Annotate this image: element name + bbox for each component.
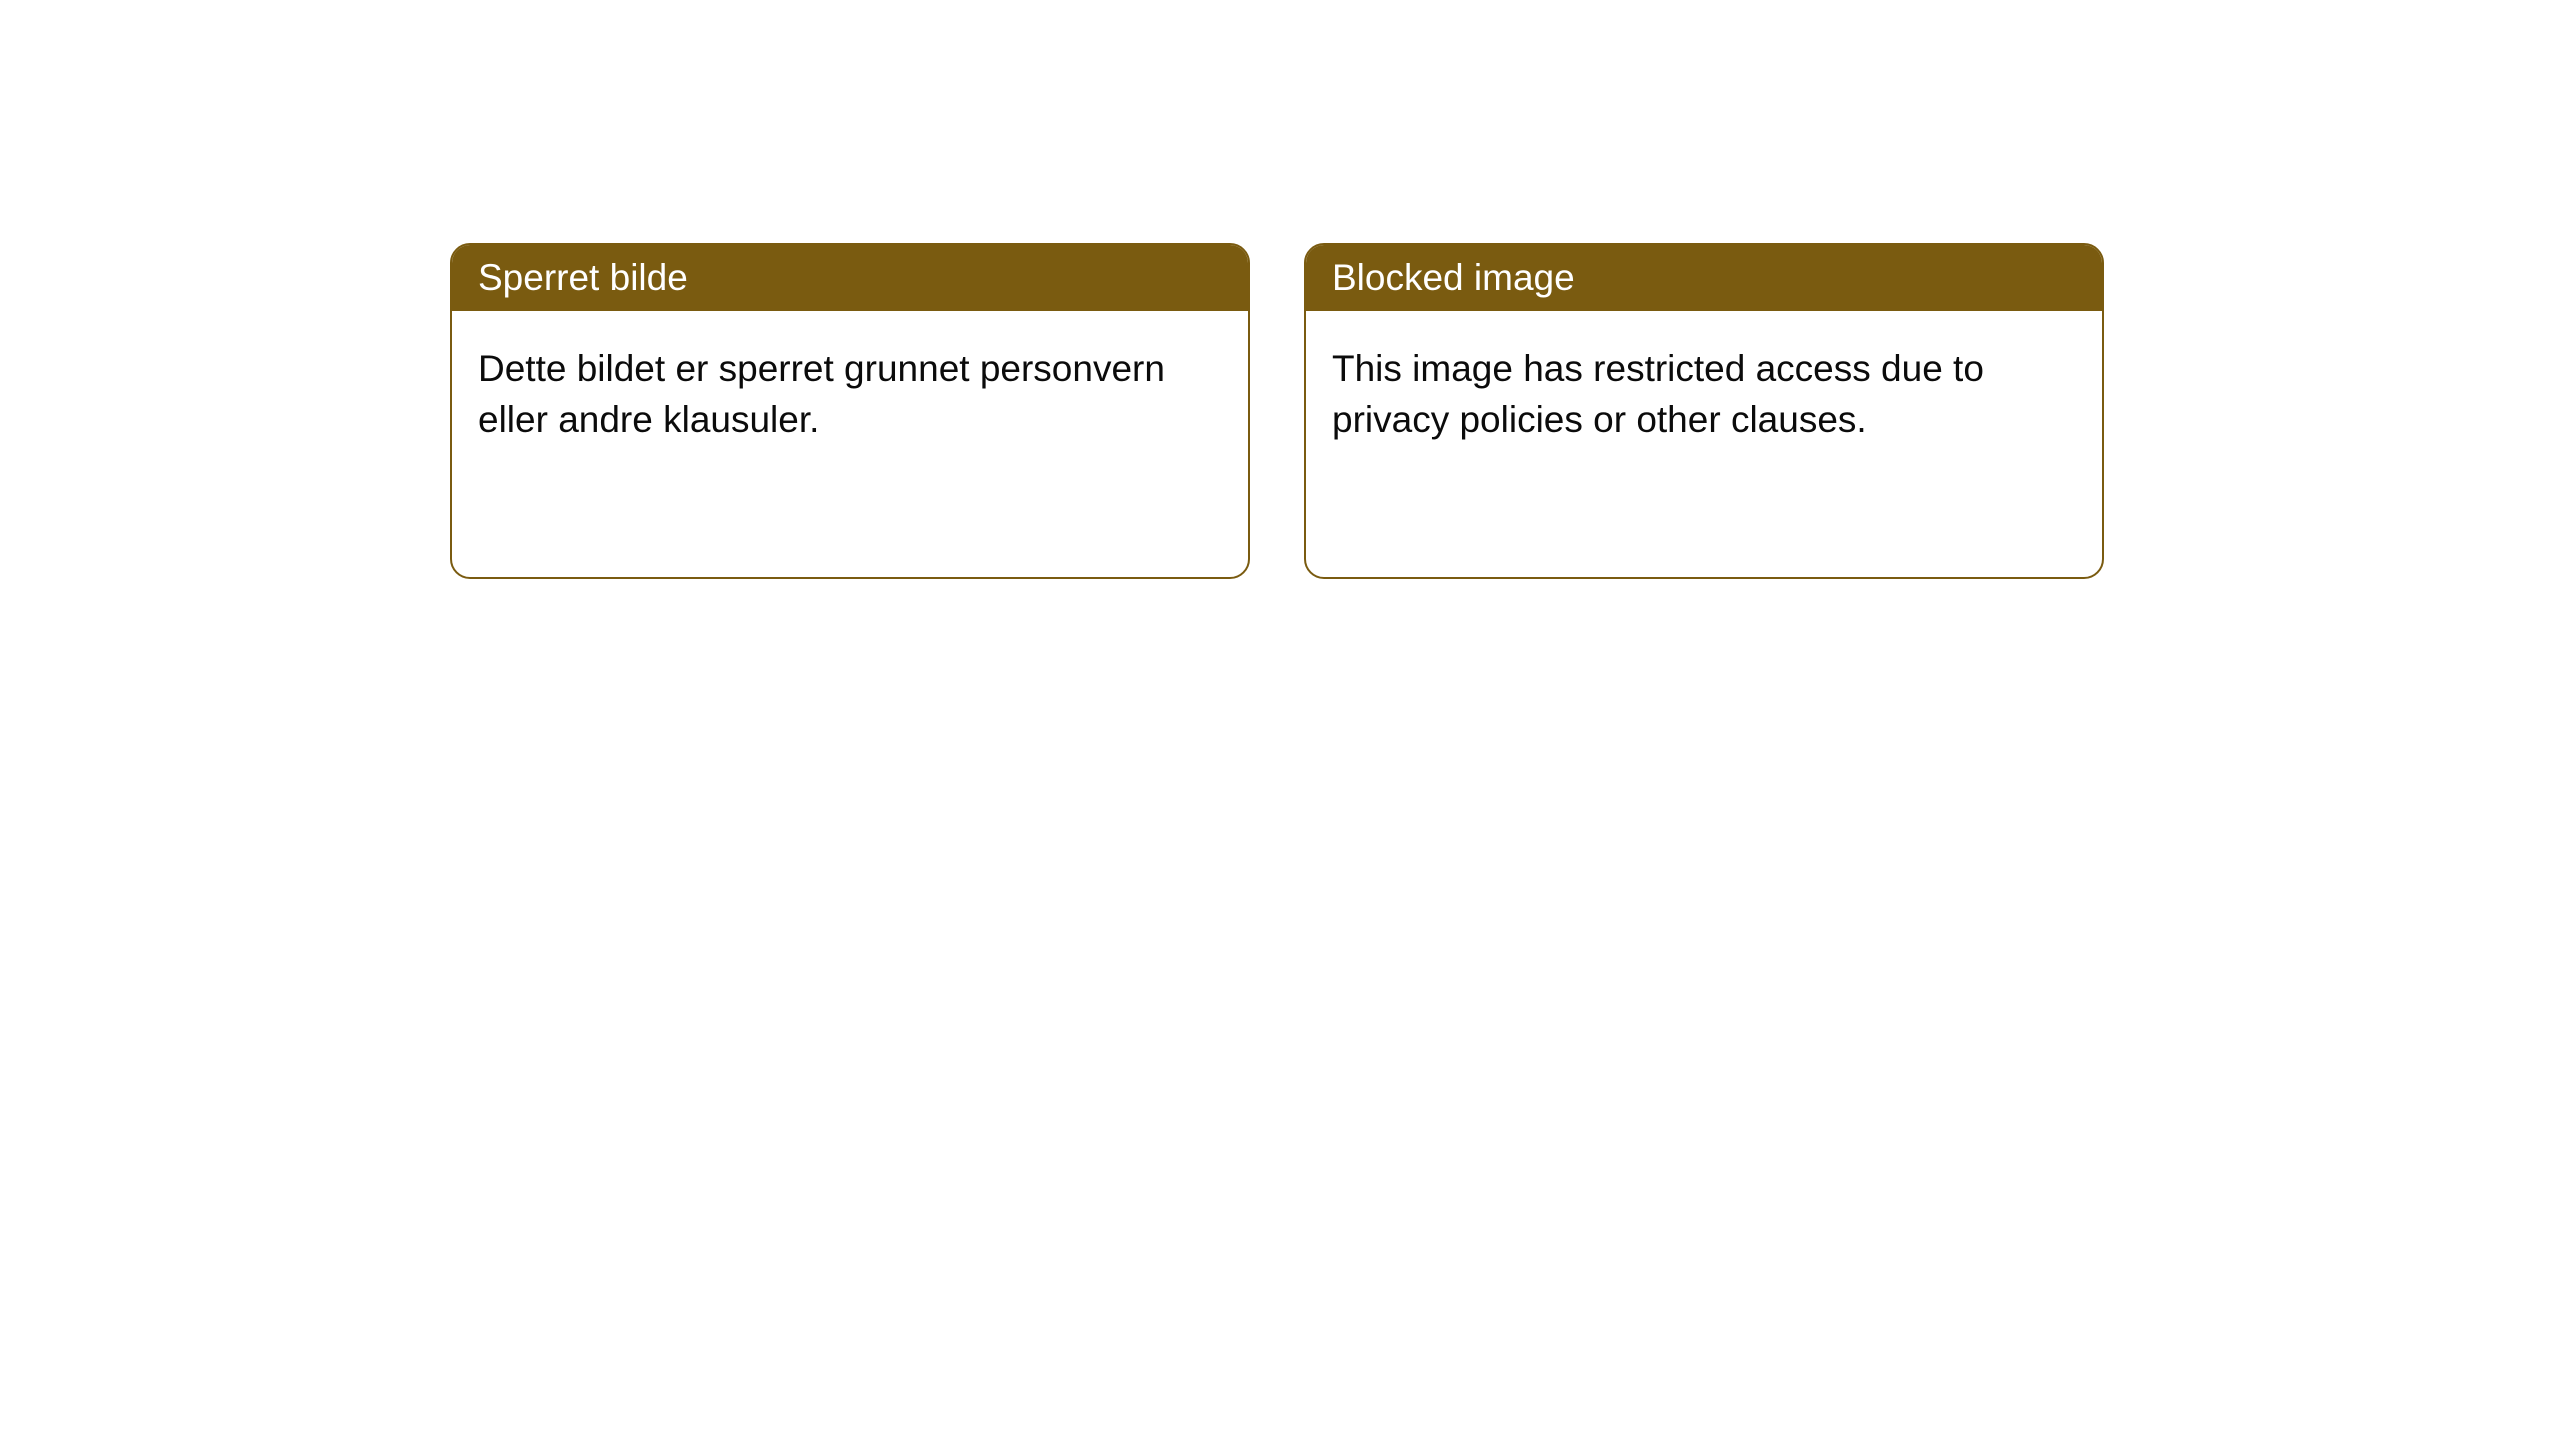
card-header-norwegian: Sperret bilde	[452, 245, 1248, 311]
card-header-english: Blocked image	[1306, 245, 2102, 311]
notice-card-english: Blocked image This image has restricted …	[1304, 243, 2104, 579]
notice-container: Sperret bilde Dette bildet er sperret gr…	[0, 0, 2560, 579]
card-body-norwegian: Dette bildet er sperret grunnet personve…	[452, 311, 1248, 477]
notice-card-norwegian: Sperret bilde Dette bildet er sperret gr…	[450, 243, 1250, 579]
card-body-english: This image has restricted access due to …	[1306, 311, 2102, 477]
